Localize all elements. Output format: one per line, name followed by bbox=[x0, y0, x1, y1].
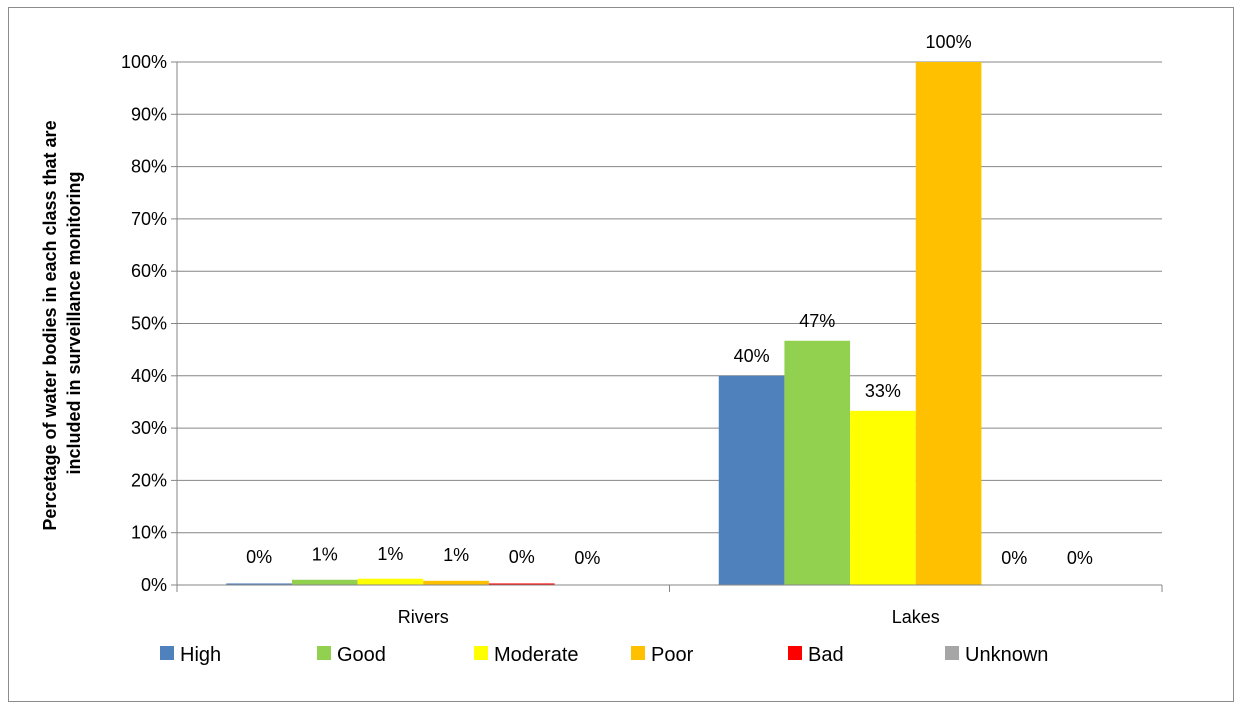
data-label: 1% bbox=[312, 545, 338, 565]
legend-swatch bbox=[160, 646, 174, 660]
bar bbox=[850, 410, 916, 585]
y-tick-label: 90% bbox=[131, 104, 167, 124]
legend-swatch bbox=[788, 646, 802, 660]
bar bbox=[226, 583, 292, 585]
y-tick-label: 100% bbox=[121, 52, 167, 72]
legend-label: Good bbox=[337, 644, 386, 666]
legend-swatch bbox=[631, 646, 645, 660]
bar bbox=[357, 578, 424, 585]
y-axis-title-line-2: included in surveillance monitoring bbox=[64, 171, 84, 474]
legend-label: High bbox=[180, 644, 221, 666]
legend: High Good Moderate Poor Bad Unknown bbox=[160, 644, 1048, 666]
data-label: 0% bbox=[509, 547, 535, 567]
data-label: 33% bbox=[865, 381, 901, 401]
bar bbox=[291, 579, 358, 585]
bar bbox=[423, 580, 489, 585]
chart-frame bbox=[8, 7, 1234, 702]
legend-label: Unknown bbox=[965, 644, 1048, 666]
bar bbox=[718, 375, 785, 585]
data-label: 40% bbox=[734, 346, 770, 366]
bar bbox=[488, 583, 555, 585]
legend-label: Moderate bbox=[494, 644, 579, 666]
y-tick-label: 40% bbox=[131, 366, 167, 386]
data-label: 0% bbox=[246, 547, 272, 567]
gridlines bbox=[177, 61, 1162, 534]
y-tick-label: 60% bbox=[131, 261, 167, 281]
category-label: Rivers bbox=[398, 607, 449, 627]
y-tick-label: 20% bbox=[131, 470, 167, 490]
bars bbox=[226, 62, 982, 585]
legend-swatch bbox=[945, 646, 959, 660]
y-axis-title-line-1: Percetage of water bodies in each class … bbox=[40, 120, 60, 530]
y-tick-label: 10% bbox=[131, 523, 167, 543]
bar bbox=[915, 62, 982, 585]
y-axis-title: Percetage of water bodies in each class … bbox=[40, 115, 84, 530]
y-tick-label: 70% bbox=[131, 209, 167, 229]
data-label: 47% bbox=[799, 311, 835, 331]
data-label: 1% bbox=[377, 544, 403, 564]
data-labels: 0% 1% 1% 1% 0% 0% 40% 47% 33% 100% 0% 0% bbox=[246, 32, 1093, 568]
axes bbox=[171, 61, 1163, 592]
data-label: 100% bbox=[926, 32, 972, 52]
bar bbox=[784, 340, 851, 585]
data-label: 0% bbox=[1067, 548, 1093, 568]
data-label: 1% bbox=[443, 545, 469, 565]
data-label: 0% bbox=[1001, 548, 1027, 568]
y-tick-label: 80% bbox=[131, 157, 167, 177]
y-tick-label: 30% bbox=[131, 418, 167, 438]
y-tick-label: 50% bbox=[131, 314, 167, 334]
category-labels: Rivers Lakes bbox=[398, 607, 940, 627]
category-label: Lakes bbox=[892, 607, 940, 627]
y-tick-label: 0% bbox=[141, 575, 167, 595]
legend-label: Poor bbox=[651, 644, 694, 666]
legend-swatch bbox=[317, 646, 331, 660]
legend-swatch bbox=[474, 646, 488, 660]
data-label: 0% bbox=[574, 548, 600, 568]
legend-label: Bad bbox=[808, 644, 844, 666]
y-tick-labels: 0% 10% 20% 30% 40% 50% 60% 70% 80% 90% 100% bbox=[121, 52, 167, 595]
